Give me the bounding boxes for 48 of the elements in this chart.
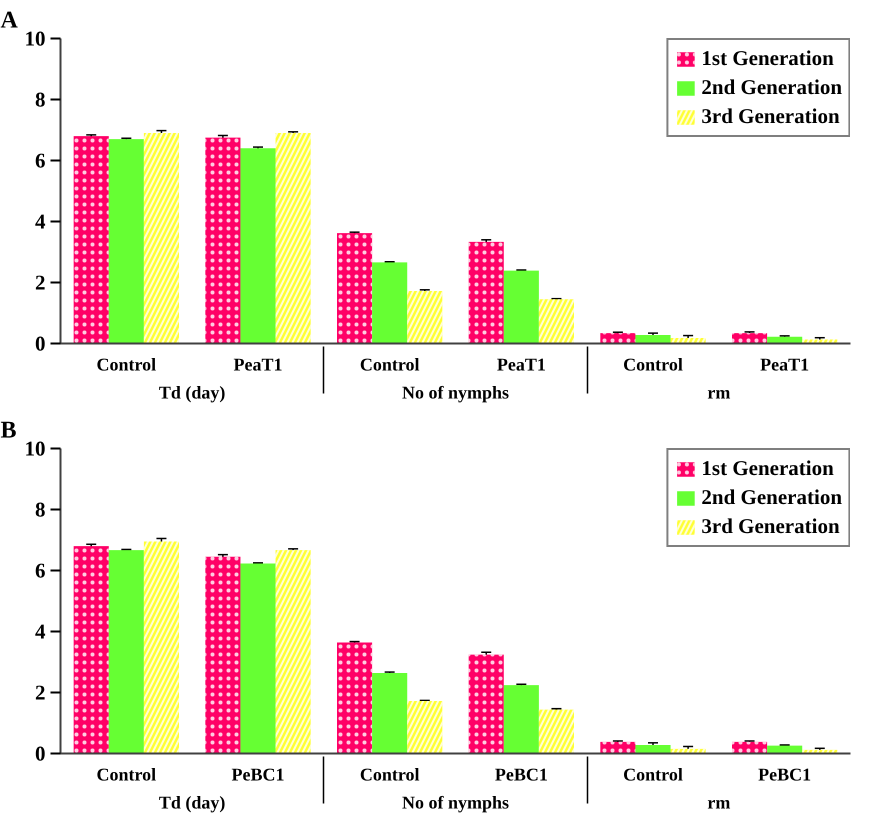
bar: [504, 270, 539, 344]
x-tick-label: PeBC1: [494, 764, 548, 784]
legend-label: 1st Generation: [701, 456, 834, 481]
y-tick-label: 4: [35, 620, 46, 644]
legend-label: 1st Generation: [701, 46, 834, 71]
x-tick-label: Control: [623, 354, 683, 374]
text: No of nymphs: [402, 382, 510, 402]
bar: [108, 139, 144, 344]
bar: [372, 262, 408, 344]
y-tick-label: 4: [35, 210, 46, 234]
x-tick-label: Control: [96, 354, 156, 374]
x-tick-label: Control: [360, 764, 420, 784]
text: Td (day): [158, 382, 226, 402]
bar: [635, 744, 671, 754]
text: rm: [707, 382, 730, 402]
legend-label: 2nd Generation: [701, 75, 842, 100]
bar: [240, 148, 276, 344]
x-tick-label: Control: [96, 764, 156, 784]
bar: [504, 685, 539, 754]
legend-label: 3rd Generation: [701, 514, 840, 539]
x-tick-label: Control: [623, 764, 683, 784]
x-tick-label: PeaT1: [496, 354, 546, 374]
x-tick-label: PeaT1: [234, 354, 283, 374]
text: Td (day): [158, 792, 226, 812]
y-tick-label: 6: [35, 558, 46, 582]
x-tick-label: PeaT1: [760, 354, 810, 374]
x-tick-label: PeBC1: [758, 764, 812, 784]
text: rm: [707, 792, 730, 812]
y-tick-label: 0: [35, 742, 46, 766]
bar: [108, 550, 144, 754]
y-tick-label: 2: [35, 270, 46, 294]
bar: [372, 672, 408, 754]
chart-title: B: [0, 418, 17, 444]
y-tick-label: 10: [24, 26, 46, 50]
bar: [635, 334, 671, 344]
chart-title: A: [0, 8, 18, 34]
y-tick-label: 8: [35, 88, 46, 112]
y-tick-label: 2: [35, 680, 46, 704]
legend-label: 2nd Generation: [701, 485, 842, 510]
bar: [240, 563, 276, 754]
x-tick-label: Control: [360, 354, 420, 374]
y-tick-label: 0: [35, 332, 46, 356]
y-tick-label: 10: [24, 436, 46, 460]
text: No of nymphs: [402, 792, 510, 812]
y-tick-label: 6: [35, 148, 46, 172]
x-tick-label: PeBC1: [232, 764, 285, 784]
y-tick-label: 8: [35, 498, 46, 522]
legend-label: 3rd Generation: [701, 104, 840, 129]
